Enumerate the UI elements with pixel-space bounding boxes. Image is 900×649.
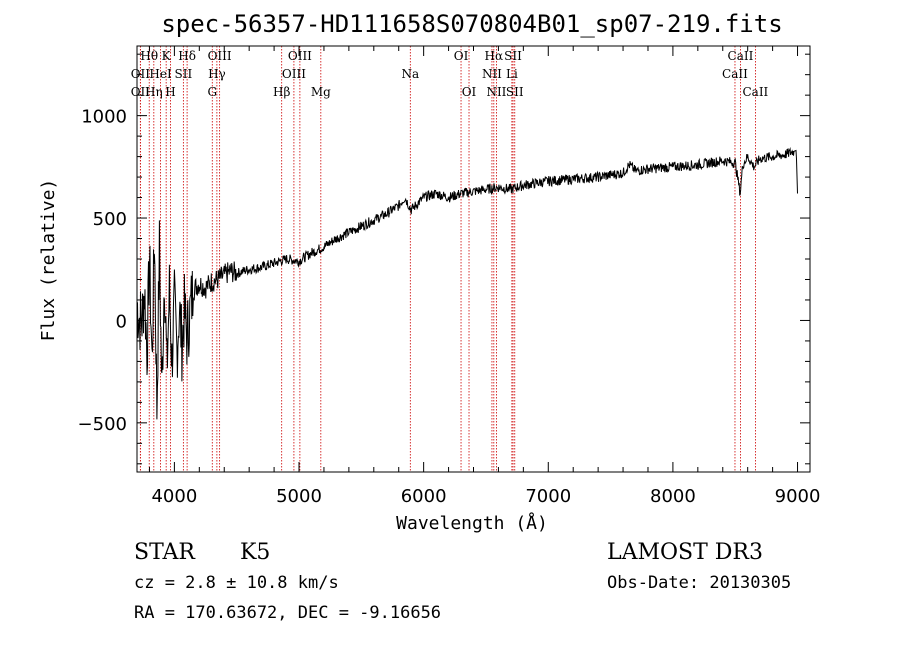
x-tick-label: 5000 [276,486,322,507]
y-axis: −500 0 500 1000 [78,53,810,465]
spectral-line-label: OIII [208,49,232,63]
spectral-line-label: H [165,85,175,99]
spectral-line-label: CaII [728,49,754,63]
spectral-line-label: Hθ [140,49,158,63]
spectral-line-label: CaII [722,67,748,81]
spectral-line-markers [139,46,756,472]
spectral-line-label: HeI [149,67,172,81]
x-tick-label: 8000 [650,486,696,507]
redshift-cz: cz = 2.8 ± 10.8 km/s [134,573,339,593]
x-tick-label: 7000 [525,486,571,507]
survey-name: LAMOST DR3 [607,540,763,565]
coordinates: RA = 170.63672, DEC = -9.16656 [134,603,442,623]
spectral-line-label: Hγ [208,67,226,81]
spectral-line-label: NII [482,67,502,81]
spectral-line-label: SII [506,85,524,99]
y-tick-label: 0 [116,311,127,332]
y-axis-label: Flux (relative) [38,179,59,342]
x-tick-label: 4000 [151,486,197,507]
spectral-line-label: OIII [288,49,312,63]
spectral-line-label: OII [131,67,151,81]
spectral-line-label: CaII [742,85,768,99]
x-axis-label: Wavelength (Å) [396,512,548,534]
plot-frame [136,45,811,473]
spectral-line-label: Mg [311,85,331,99]
spectral-line-label: NII [486,85,506,99]
spectral-line-label: OI [454,49,469,63]
spectral-line-label: K [162,49,172,63]
spectral-line-label: Hβ [273,85,290,99]
x-tick-label: 6000 [401,486,447,507]
spectral-line-label: OII [131,85,151,99]
subclass: K5 [240,540,271,565]
spectral-line-label: OIII [282,67,306,81]
spectral-line-label: Hα [485,49,504,63]
y-tick-label: −500 [78,414,127,435]
spectral-line-label: Hη [145,85,163,99]
y-tick-label: 500 [93,209,127,230]
spectral-line-label: G [207,85,217,99]
spectral-line-label: Na [401,67,419,81]
spectral-line-label: SII [175,67,193,81]
object-class: STAR [134,540,195,565]
chart-title: spec-56357-HD111658S070804B01_sp07-219.f… [161,10,782,38]
x-tick-label: 9000 [775,486,821,507]
spectral-line-label: Hδ [178,49,196,63]
x-axis: 4000 5000 6000 7000 8000 9000 [148,46,821,507]
obs-date: Obs-Date: 20130305 [607,573,792,593]
spectrum-line [136,146,798,420]
spectral-line-label: SII [504,49,522,63]
spectral-line-label: OI [462,85,477,99]
y-tick-label: 1000 [81,107,127,128]
spectral-line-label: Li [506,67,518,81]
